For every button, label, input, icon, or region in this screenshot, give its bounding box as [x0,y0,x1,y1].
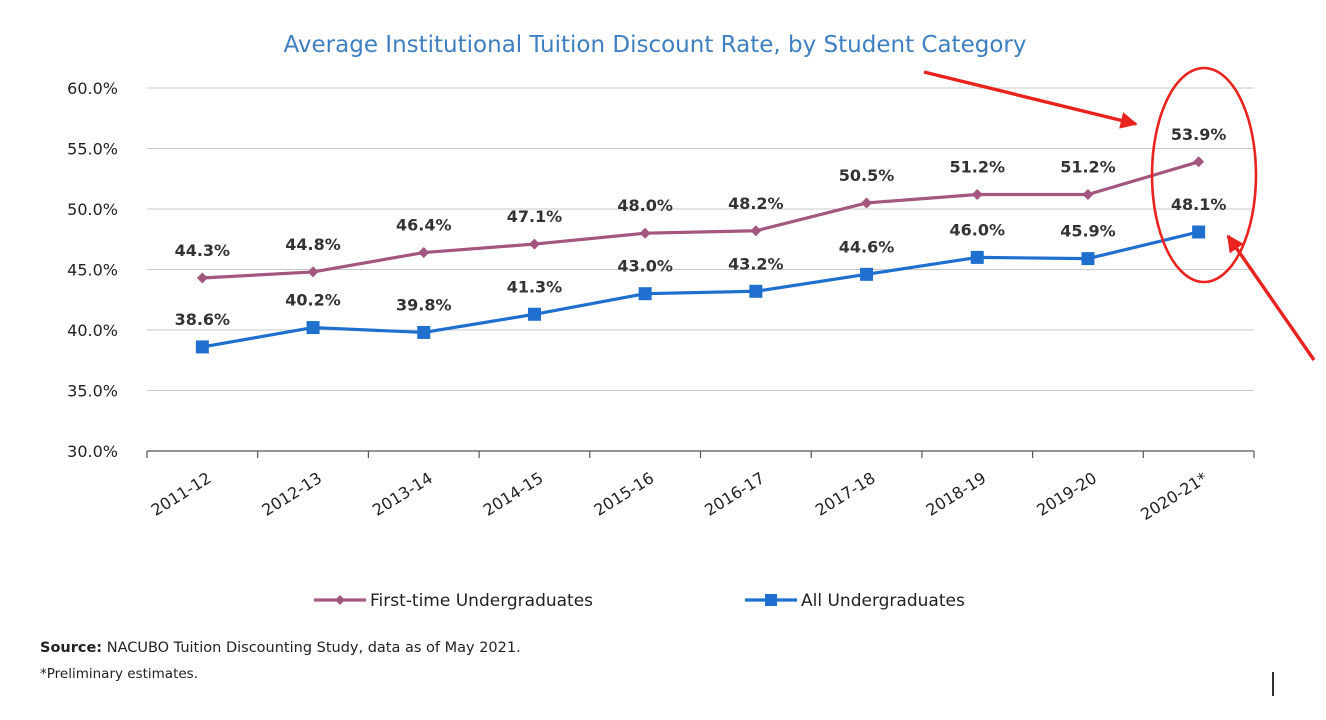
data-label: 47.1% [507,207,563,226]
point-marker [418,247,430,259]
y-tick-label: 30.0% [67,442,118,461]
point-marker [860,267,874,281]
legend: First-time Undergraduates All Undergradua… [314,591,965,611]
x-tick-label: 2019-20 [1033,468,1100,520]
data-label: 40.2% [285,291,341,310]
data-label: 43.0% [617,257,673,276]
data-label: 46.4% [396,216,452,235]
legend-label: First-time Undergraduates [370,591,593,611]
source-text: NACUBO Tuition Discounting Study, data a… [102,640,521,656]
point-marker [1193,156,1205,168]
point-marker [749,284,763,298]
axes: 30.0% 35.0% 40.0% 45.0% 50.0% 55.0% 60.0% 2011-… [67,79,1255,524]
data-label: 38.6% [175,310,231,329]
data-label: 51.2% [1060,157,1116,176]
y-tick-label: 50.0% [67,200,118,219]
y-tick-label: 35.0% [67,382,118,401]
point-marker [306,321,320,335]
annotation-arrow-right [1226,234,1316,361]
data-label: 44.3% [175,241,231,260]
point-marker [750,225,762,237]
point-marker [1081,252,1095,266]
point-marker [639,227,651,239]
x-tick-label: 2018-19 [923,468,990,520]
data-label: 43.2% [728,254,784,273]
y-tick-label: 40.0% [67,321,118,340]
y-tick-label: 60.0% [67,79,118,98]
data-label: 41.3% [507,277,563,296]
source-label: Source: [40,640,103,656]
point-marker [861,197,873,209]
x-tick-label: 2012-13 [258,468,325,520]
y-tick-label: 55.0% [67,140,118,159]
data-label: 44.6% [839,237,895,256]
data-label: 46.0% [949,220,1005,239]
annotation-arrow-top [923,70,1138,129]
chart-title: Average Institutional Tuition Discount R… [284,32,1027,58]
point-marker [195,340,209,354]
x-tick-label: 2015-16 [591,468,658,520]
data-label: 48.0% [617,196,673,215]
point-marker [307,266,319,278]
data-labels: 44.3% 44.8% 46.4% 47.1% 48.0% 48.2% 50.5% 51.2%… [175,125,1227,329]
x-tick-label: 2020-21* [1137,468,1211,524]
point-marker [638,287,652,301]
x-tick-label: 2016-17 [701,468,768,520]
x-tick-label: 2013-14 [369,468,436,520]
point-marker [970,250,984,264]
series-line-1 [202,230,1200,349]
annotations [923,66,1316,361]
legend-label: All Undergraduates [801,591,965,611]
x-tick-label: 2017-18 [812,468,879,520]
data-label: 53.9% [1171,125,1227,144]
data-label: 50.5% [839,166,895,185]
point-marker [196,272,208,284]
legend-marker [335,595,345,605]
data-label: 51.2% [949,157,1005,176]
series-line-0 [202,160,1200,280]
highlight-ellipse [1150,66,1258,284]
point-marker [971,188,983,200]
y-tick-label: 45.0% [67,261,118,280]
series-layer [195,156,1206,354]
x-tick-label: 2011-12 [148,468,215,520]
data-label: 39.8% [396,295,452,314]
point-marker [1192,225,1206,239]
point-marker [528,238,540,250]
x-tick-label: 2014-15 [480,468,547,520]
point-marker [1082,188,1094,200]
data-label: 48.2% [728,194,784,213]
preliminary-note: *Preliminary estimates. [40,666,199,682]
legend-marker [765,594,777,606]
point-marker [527,307,541,321]
data-label: 45.9% [1060,222,1116,241]
text-cursor [1272,672,1274,696]
source-note: Source: NACUBO Tuition Discounting Study… [40,640,521,656]
data-label: 44.8% [285,235,341,254]
data-label: 48.1% [1171,195,1227,214]
point-marker [417,325,431,339]
